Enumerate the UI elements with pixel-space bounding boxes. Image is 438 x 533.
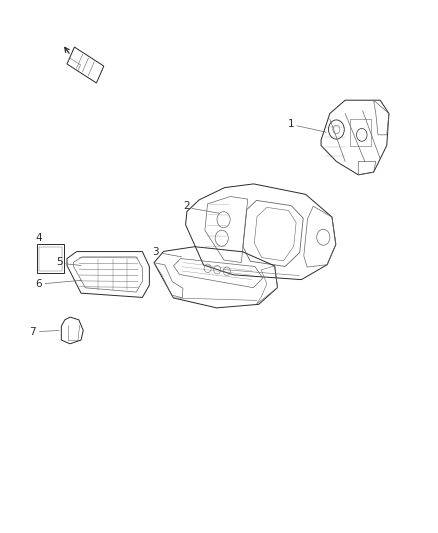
Text: 5: 5 — [56, 257, 63, 267]
Text: 4: 4 — [35, 233, 42, 243]
Text: 2: 2 — [183, 201, 190, 211]
Text: 7: 7 — [29, 327, 36, 336]
Text: 3: 3 — [152, 247, 159, 256]
Bar — [39, 247, 62, 271]
Bar — [37, 244, 64, 273]
Text: 6: 6 — [35, 279, 42, 288]
Text: 1: 1 — [288, 119, 295, 128]
